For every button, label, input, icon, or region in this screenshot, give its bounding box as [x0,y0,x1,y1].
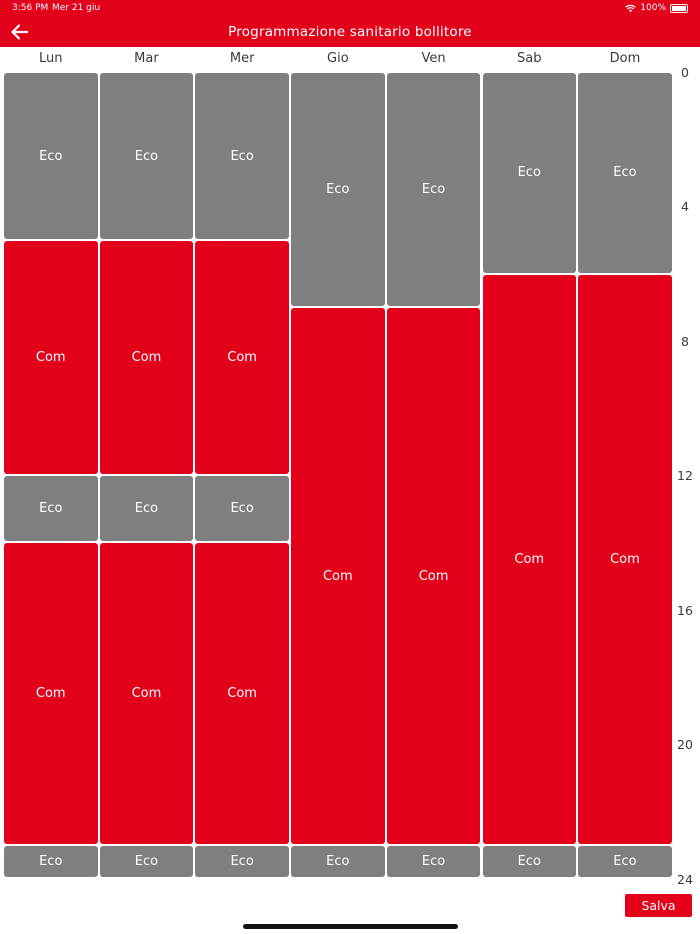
schedule-slot-eco[interactable]: Eco [386,73,481,307]
day-header-sab: Sab [517,51,542,66]
day-header-ven: Ven [421,51,446,66]
schedule-slot-eco[interactable]: Eco [4,73,98,240]
hour-label: 24 [677,871,693,887]
hour-label: 0 [681,65,689,80]
battery-icon [670,3,688,13]
wifi-icon [625,4,636,12]
schedule-slot-eco[interactable]: Eco [99,73,194,240]
schedule-slot-eco[interactable]: Eco [4,476,98,542]
hour-label: 4 [681,199,689,215]
schedule-slot-com[interactable]: Com [291,308,385,844]
schedule-slot-eco[interactable]: Eco [386,845,481,878]
schedule-slot-com[interactable]: Com [195,241,289,475]
schedule-slot-eco[interactable]: Eco [195,476,289,542]
schedule-slot-eco[interactable]: Eco [99,845,194,878]
day-header-gio: Gio [327,51,349,66]
schedule-slot-eco[interactable]: Eco [291,845,385,878]
day-header-lun: Lun [39,51,63,66]
page-title: Programmazione sanitario bollitore [228,24,472,40]
hour-label: 12 [677,468,693,484]
hour-label: 20 [677,737,693,753]
battery-percent: 100% [640,3,666,13]
schedule-slot-com[interactable]: Com [99,543,194,844]
schedule-slot-com[interactable]: Com [99,241,194,475]
schedule-slot-eco[interactable]: Eco [4,845,98,878]
status-date: Mer 21 giu [52,3,101,13]
schedule-slot-com[interactable]: Com [482,274,576,844]
schedule-slot-eco[interactable]: Eco [291,73,385,307]
status-right: 100% [625,3,688,13]
schedule-slot-eco[interactable]: Eco [578,73,672,273]
home-indicator [243,924,458,929]
schedule-slot-com[interactable]: Com [195,543,289,844]
hour-label: 16 [677,602,693,618]
schedule-slot-com[interactable]: Com [4,241,98,475]
schedule-slot-eco[interactable]: Eco [195,845,289,878]
schedule-slot-eco[interactable]: Eco [578,845,672,878]
day-header-mer: Mer [229,51,255,66]
back-button[interactable] [6,19,34,45]
schedule-slot-eco[interactable]: Eco [482,73,576,273]
schedule-slot-com[interactable]: Com [4,543,98,844]
schedule-slot-eco[interactable]: Eco [195,73,289,240]
status-bar: 3:56 PM Mer 21 giu 100% [0,0,700,17]
status-time: 3:56 PM [12,3,49,13]
arrow-left-icon [11,24,29,40]
hour-label: 8 [681,333,689,349]
app-header: Programmazione sanitario bollitore [0,17,700,47]
schedule-slot-com[interactable]: Com [578,274,672,844]
save-button[interactable]: Salva [625,894,692,917]
day-header-dom: Dom [609,51,641,66]
schedule-slot-eco[interactable]: Eco [482,845,576,878]
schedule-slot-com[interactable]: Com [386,308,481,844]
day-header-mar: Mar [134,51,159,66]
schedule-slot-eco[interactable]: Eco [99,476,194,542]
